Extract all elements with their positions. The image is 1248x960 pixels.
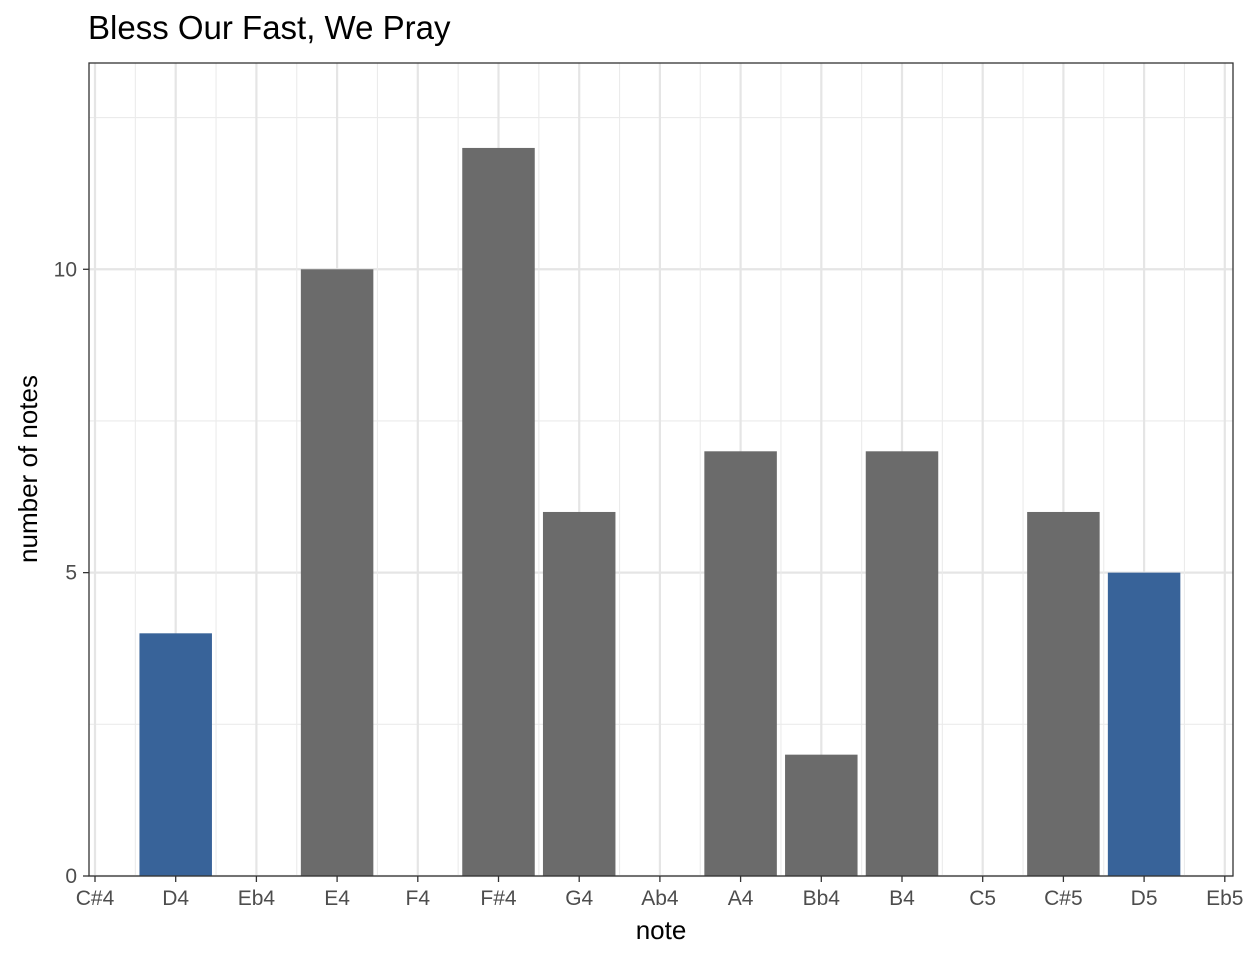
x-tick-label: B4: [889, 887, 915, 910]
y-tick-label: 5: [65, 562, 77, 585]
bar-c-sharp5: [1027, 511, 1100, 876]
x-tick-label: F#4: [480, 887, 517, 910]
x-axis-ticks: C#4 D4 Eb4 E4 F4 F#4 G4 Ab4 A4 Bb4 B4 C5 C#5 D5 Eb5: [76, 876, 1243, 910]
plot-panel-border: [88, 62, 1234, 877]
x-tick-label: C#5: [1044, 887, 1083, 910]
x-tick-label: G4: [565, 887, 593, 910]
bar-d5: [1107, 572, 1181, 876]
y-tick-label: 10: [54, 258, 77, 281]
bar-bb4: [785, 754, 858, 876]
y-tick-label: 0: [65, 865, 77, 888]
x-tick-label: Eb4: [238, 887, 276, 910]
x-tick-label: C#4: [76, 887, 115, 910]
x-tick-label: F4: [406, 887, 431, 910]
bar-g4: [542, 511, 616, 876]
bar-e4: [300, 269, 374, 876]
bars: [139, 147, 1181, 876]
x-axis-title: note: [636, 915, 687, 945]
x-tick-label: Ab4: [641, 887, 679, 910]
x-tick-label: D4: [162, 887, 189, 910]
x-tick-label: Bb4: [803, 887, 841, 910]
y-axis-ticks: 0 5 10: [54, 258, 89, 888]
x-tick-label: Eb5: [1206, 887, 1243, 910]
bar-f-sharp4: [462, 147, 535, 876]
chart-title: Bless Our Fast, We Pray: [88, 9, 451, 46]
x-tick-label: D5: [1131, 887, 1158, 910]
bar-d4: [139, 633, 212, 876]
bar-a4: [704, 451, 777, 876]
x-tick-label: A4: [728, 887, 754, 910]
x-tick-label: E4: [324, 887, 350, 910]
x-tick-label: C5: [969, 887, 996, 910]
y-axis-title: number of notes: [13, 375, 43, 563]
bar-b4: [865, 451, 939, 876]
